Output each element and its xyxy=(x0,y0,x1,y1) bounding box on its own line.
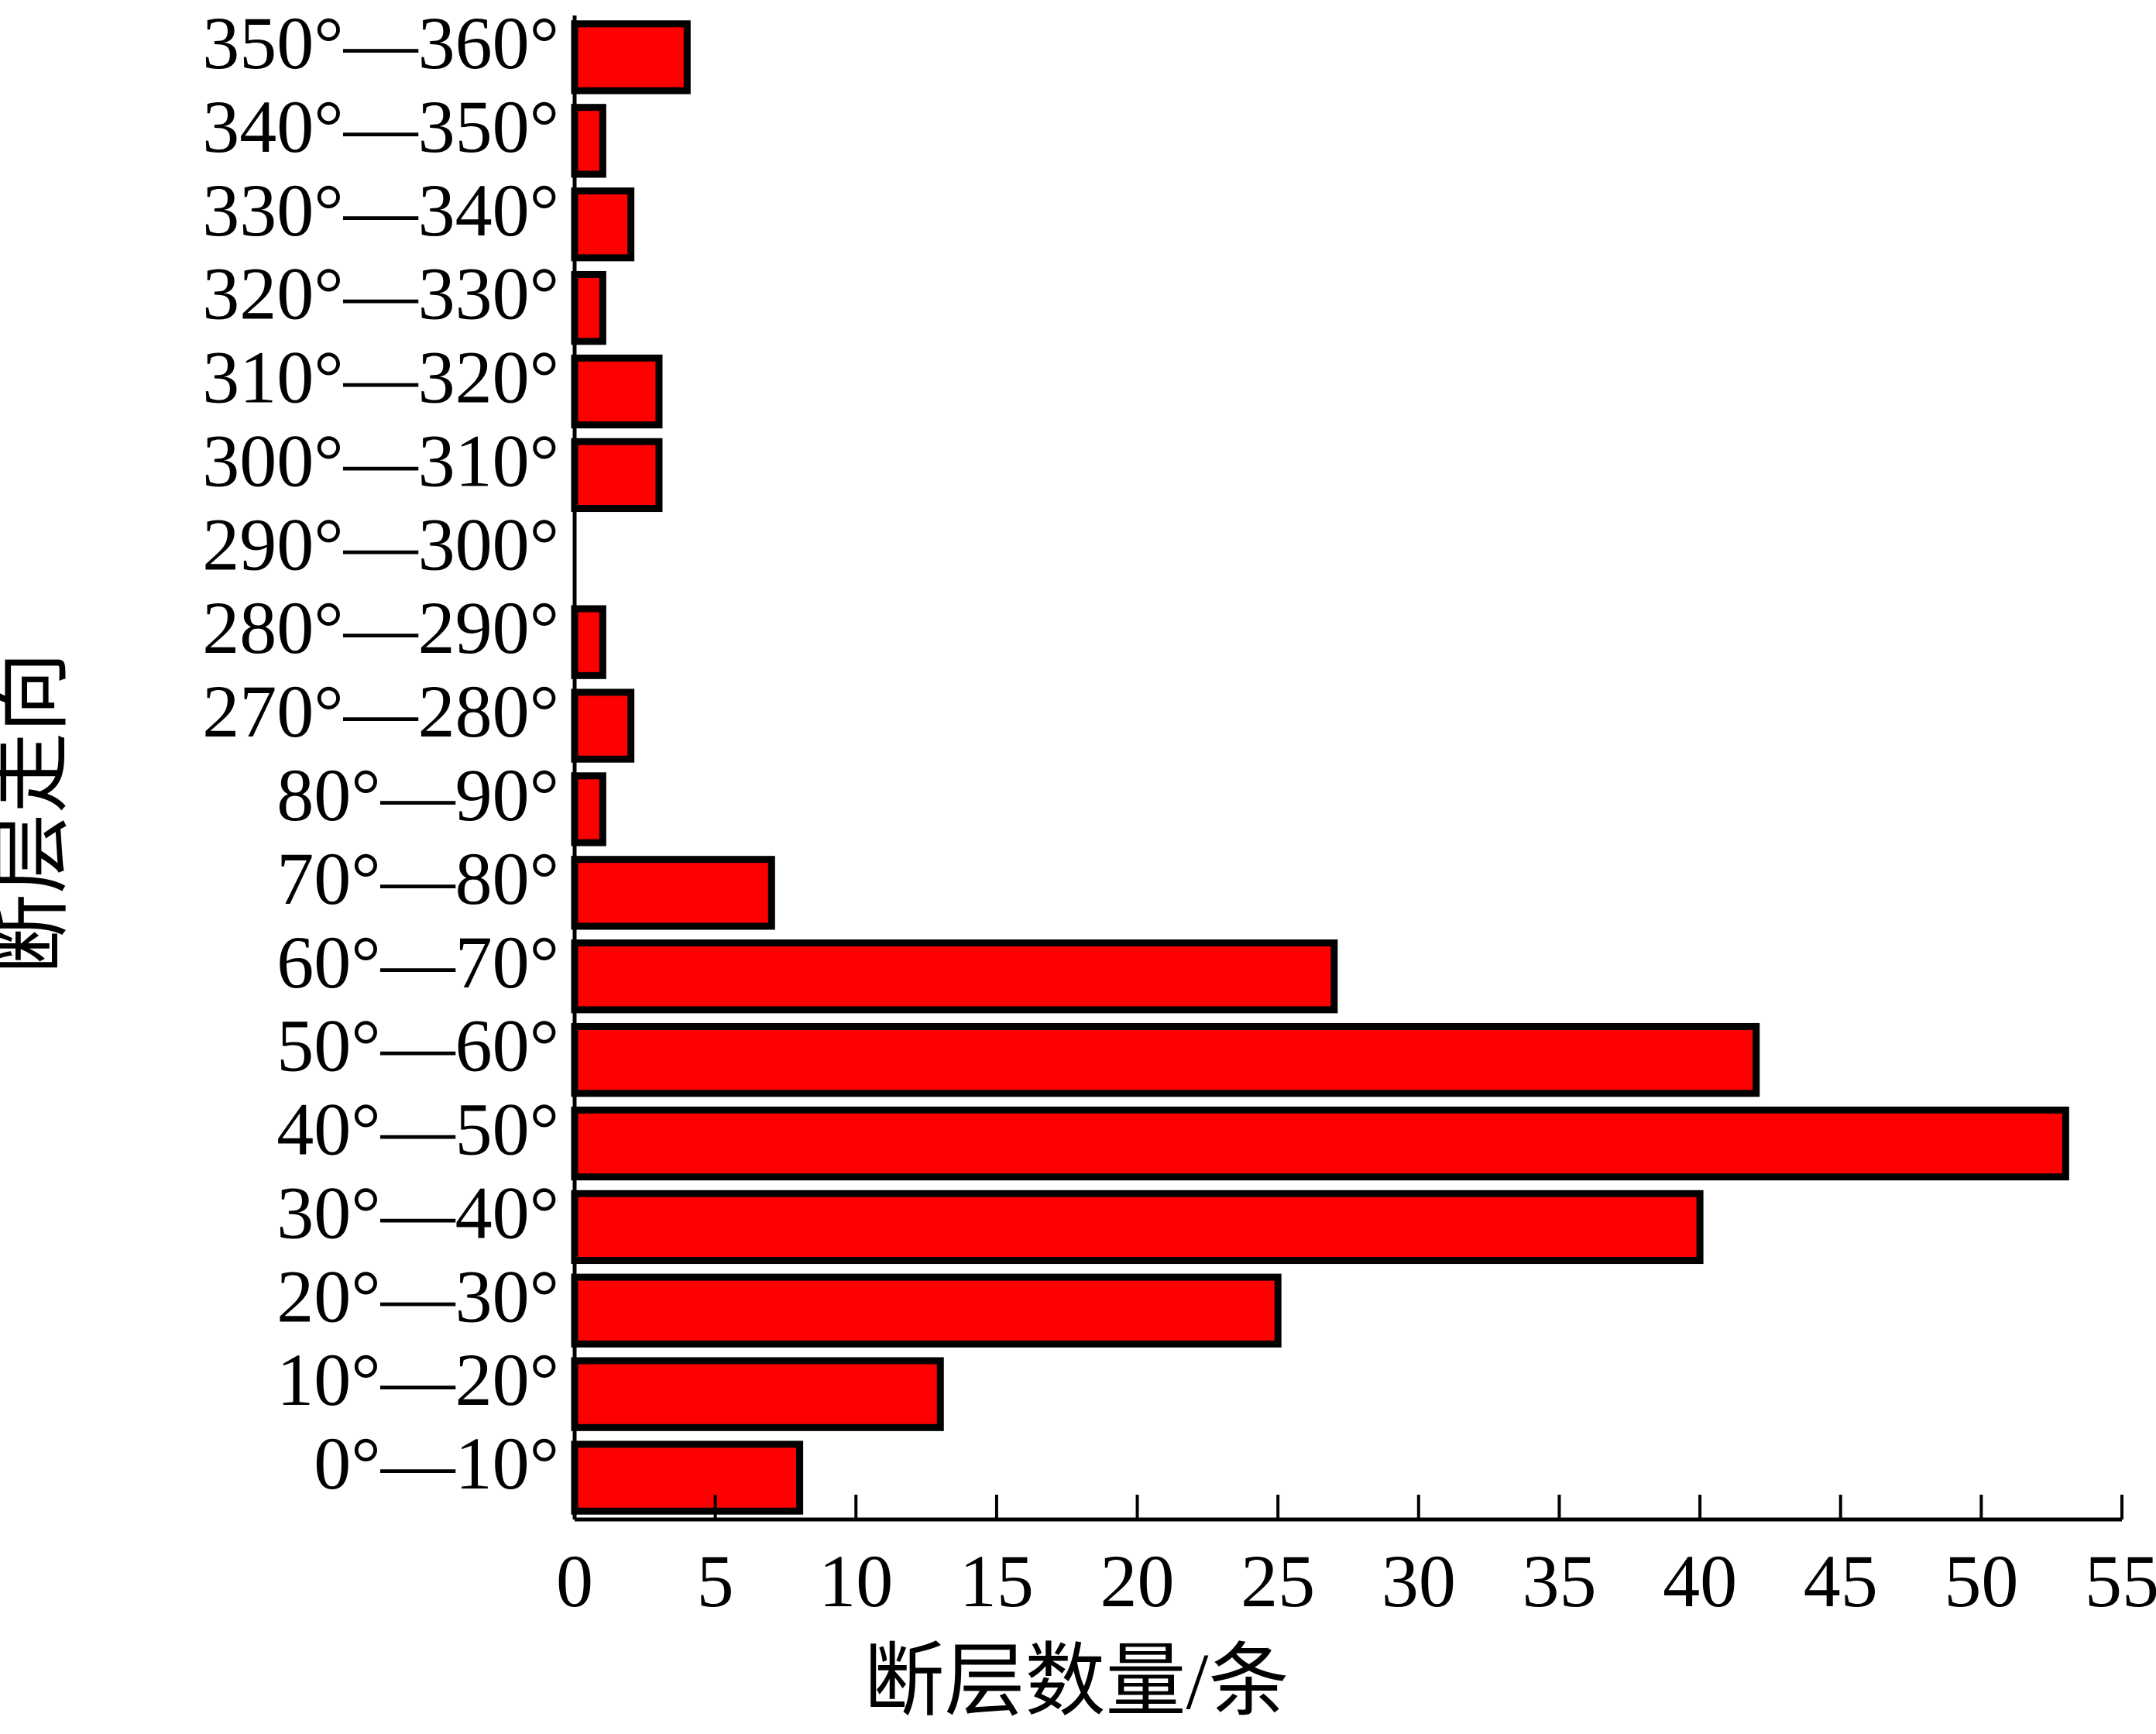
x-tick-label: 0 xyxy=(556,1540,593,1622)
bar xyxy=(571,688,635,763)
y-tick-label: 70°—80° xyxy=(276,837,559,920)
y-tick-label: 340°—350° xyxy=(202,85,559,168)
y-tick-label: 40°—50° xyxy=(276,1088,559,1171)
y-tick-label: 10°—20° xyxy=(276,1338,559,1421)
y-tick-label: 50°—60° xyxy=(276,1004,559,1087)
y-tick-label: 300°—310° xyxy=(202,419,559,502)
x-tick-label: 55 xyxy=(2085,1540,2156,1622)
x-axis-label: 断层数量/条 xyxy=(864,1637,1289,1726)
y-tick-label: 270°—280° xyxy=(202,670,559,753)
x-tick-label: 15 xyxy=(960,1540,1034,1622)
bar xyxy=(571,270,606,345)
bar xyxy=(571,187,635,262)
x-tick-label: 20 xyxy=(1100,1540,1175,1622)
x-tick-label: 25 xyxy=(1241,1540,1315,1622)
bar xyxy=(571,1022,1760,1097)
bar xyxy=(571,605,606,679)
y-tick-label: 30°—40° xyxy=(276,1171,559,1254)
x-tick-label: 5 xyxy=(697,1540,734,1622)
x-tick-label: 35 xyxy=(1522,1540,1596,1622)
bar xyxy=(571,939,1338,1014)
y-tick-label: 350°—360° xyxy=(202,2,559,84)
bar xyxy=(571,354,663,429)
y-tick-label: 310°—320° xyxy=(202,336,559,419)
bar xyxy=(571,1190,1704,1265)
y-tick-label: 290°—300° xyxy=(202,503,559,585)
bar xyxy=(571,20,691,94)
y-tick-label: 280°—290° xyxy=(202,586,559,669)
bar xyxy=(571,772,606,846)
bar xyxy=(571,1106,2069,1181)
bar xyxy=(571,1357,944,1431)
x-tick-label: 50 xyxy=(1944,1540,2018,1622)
bar xyxy=(571,438,663,513)
y-axis-label: 断层走向 xyxy=(0,652,77,974)
x-tick-label: 45 xyxy=(1804,1540,1878,1622)
x-tick-label: 30 xyxy=(1382,1540,1456,1622)
bar xyxy=(571,104,606,178)
x-tick-label: 10 xyxy=(819,1540,893,1622)
bar xyxy=(571,1273,1282,1348)
y-tick-label: 320°—330° xyxy=(202,252,559,335)
x-tick-label: 40 xyxy=(1663,1540,1737,1622)
y-tick-label: 0°—10° xyxy=(314,1422,559,1505)
y-tick-label: 20°—30° xyxy=(276,1255,559,1337)
y-tick-label: 80°—90° xyxy=(276,754,559,836)
bar xyxy=(571,1440,804,1515)
y-tick-label: 330°—340° xyxy=(202,169,559,252)
y-tick-label: 60°—70° xyxy=(276,921,559,1004)
bar xyxy=(571,856,775,930)
